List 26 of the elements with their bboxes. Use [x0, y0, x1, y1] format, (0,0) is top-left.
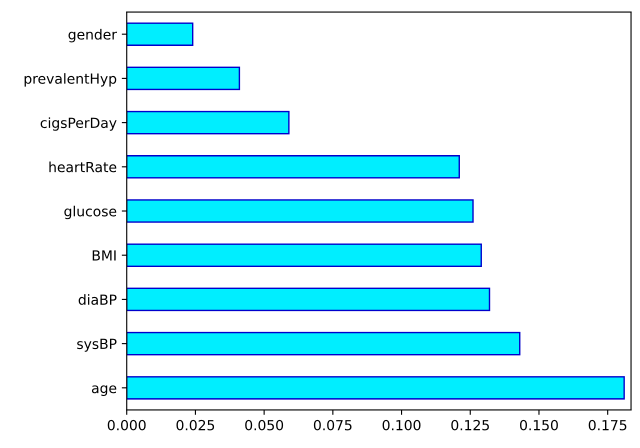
bar [126, 110, 290, 134]
x-tick-label: 0.150 [520, 420, 558, 430]
y-tick-label: age [92, 385, 116, 396]
x-tick-label: 0.075 [314, 420, 352, 430]
y-tick-label: BMI [92, 250, 116, 260]
bar [126, 288, 490, 312]
x-tick-label: 0.025 [176, 420, 214, 430]
bar [126, 199, 474, 223]
x-tick-label: 0.000 [108, 420, 146, 430]
y-tick-label: diaBP [78, 294, 117, 305]
y-tick-label: heartRate [49, 162, 116, 172]
bar [126, 376, 625, 400]
x-tick-label: 0.050 [245, 420, 284, 430]
bar [126, 22, 194, 46]
y-tick-label: prevalentHyp [24, 73, 116, 87]
bar [126, 332, 520, 356]
x-tick-label: 0.125 [451, 420, 489, 430]
bar [126, 155, 460, 179]
bar [126, 66, 240, 90]
x-tick-label: 0.100 [382, 420, 421, 430]
x-tick-label: 0.175 [588, 420, 626, 430]
y-tick-label: glucose [64, 206, 116, 220]
y-tick-label: cigsPerDay [40, 117, 117, 131]
bar [126, 243, 482, 267]
y-tick-label: gender [68, 28, 117, 42]
y-tick-label: sysBP [77, 338, 117, 352]
